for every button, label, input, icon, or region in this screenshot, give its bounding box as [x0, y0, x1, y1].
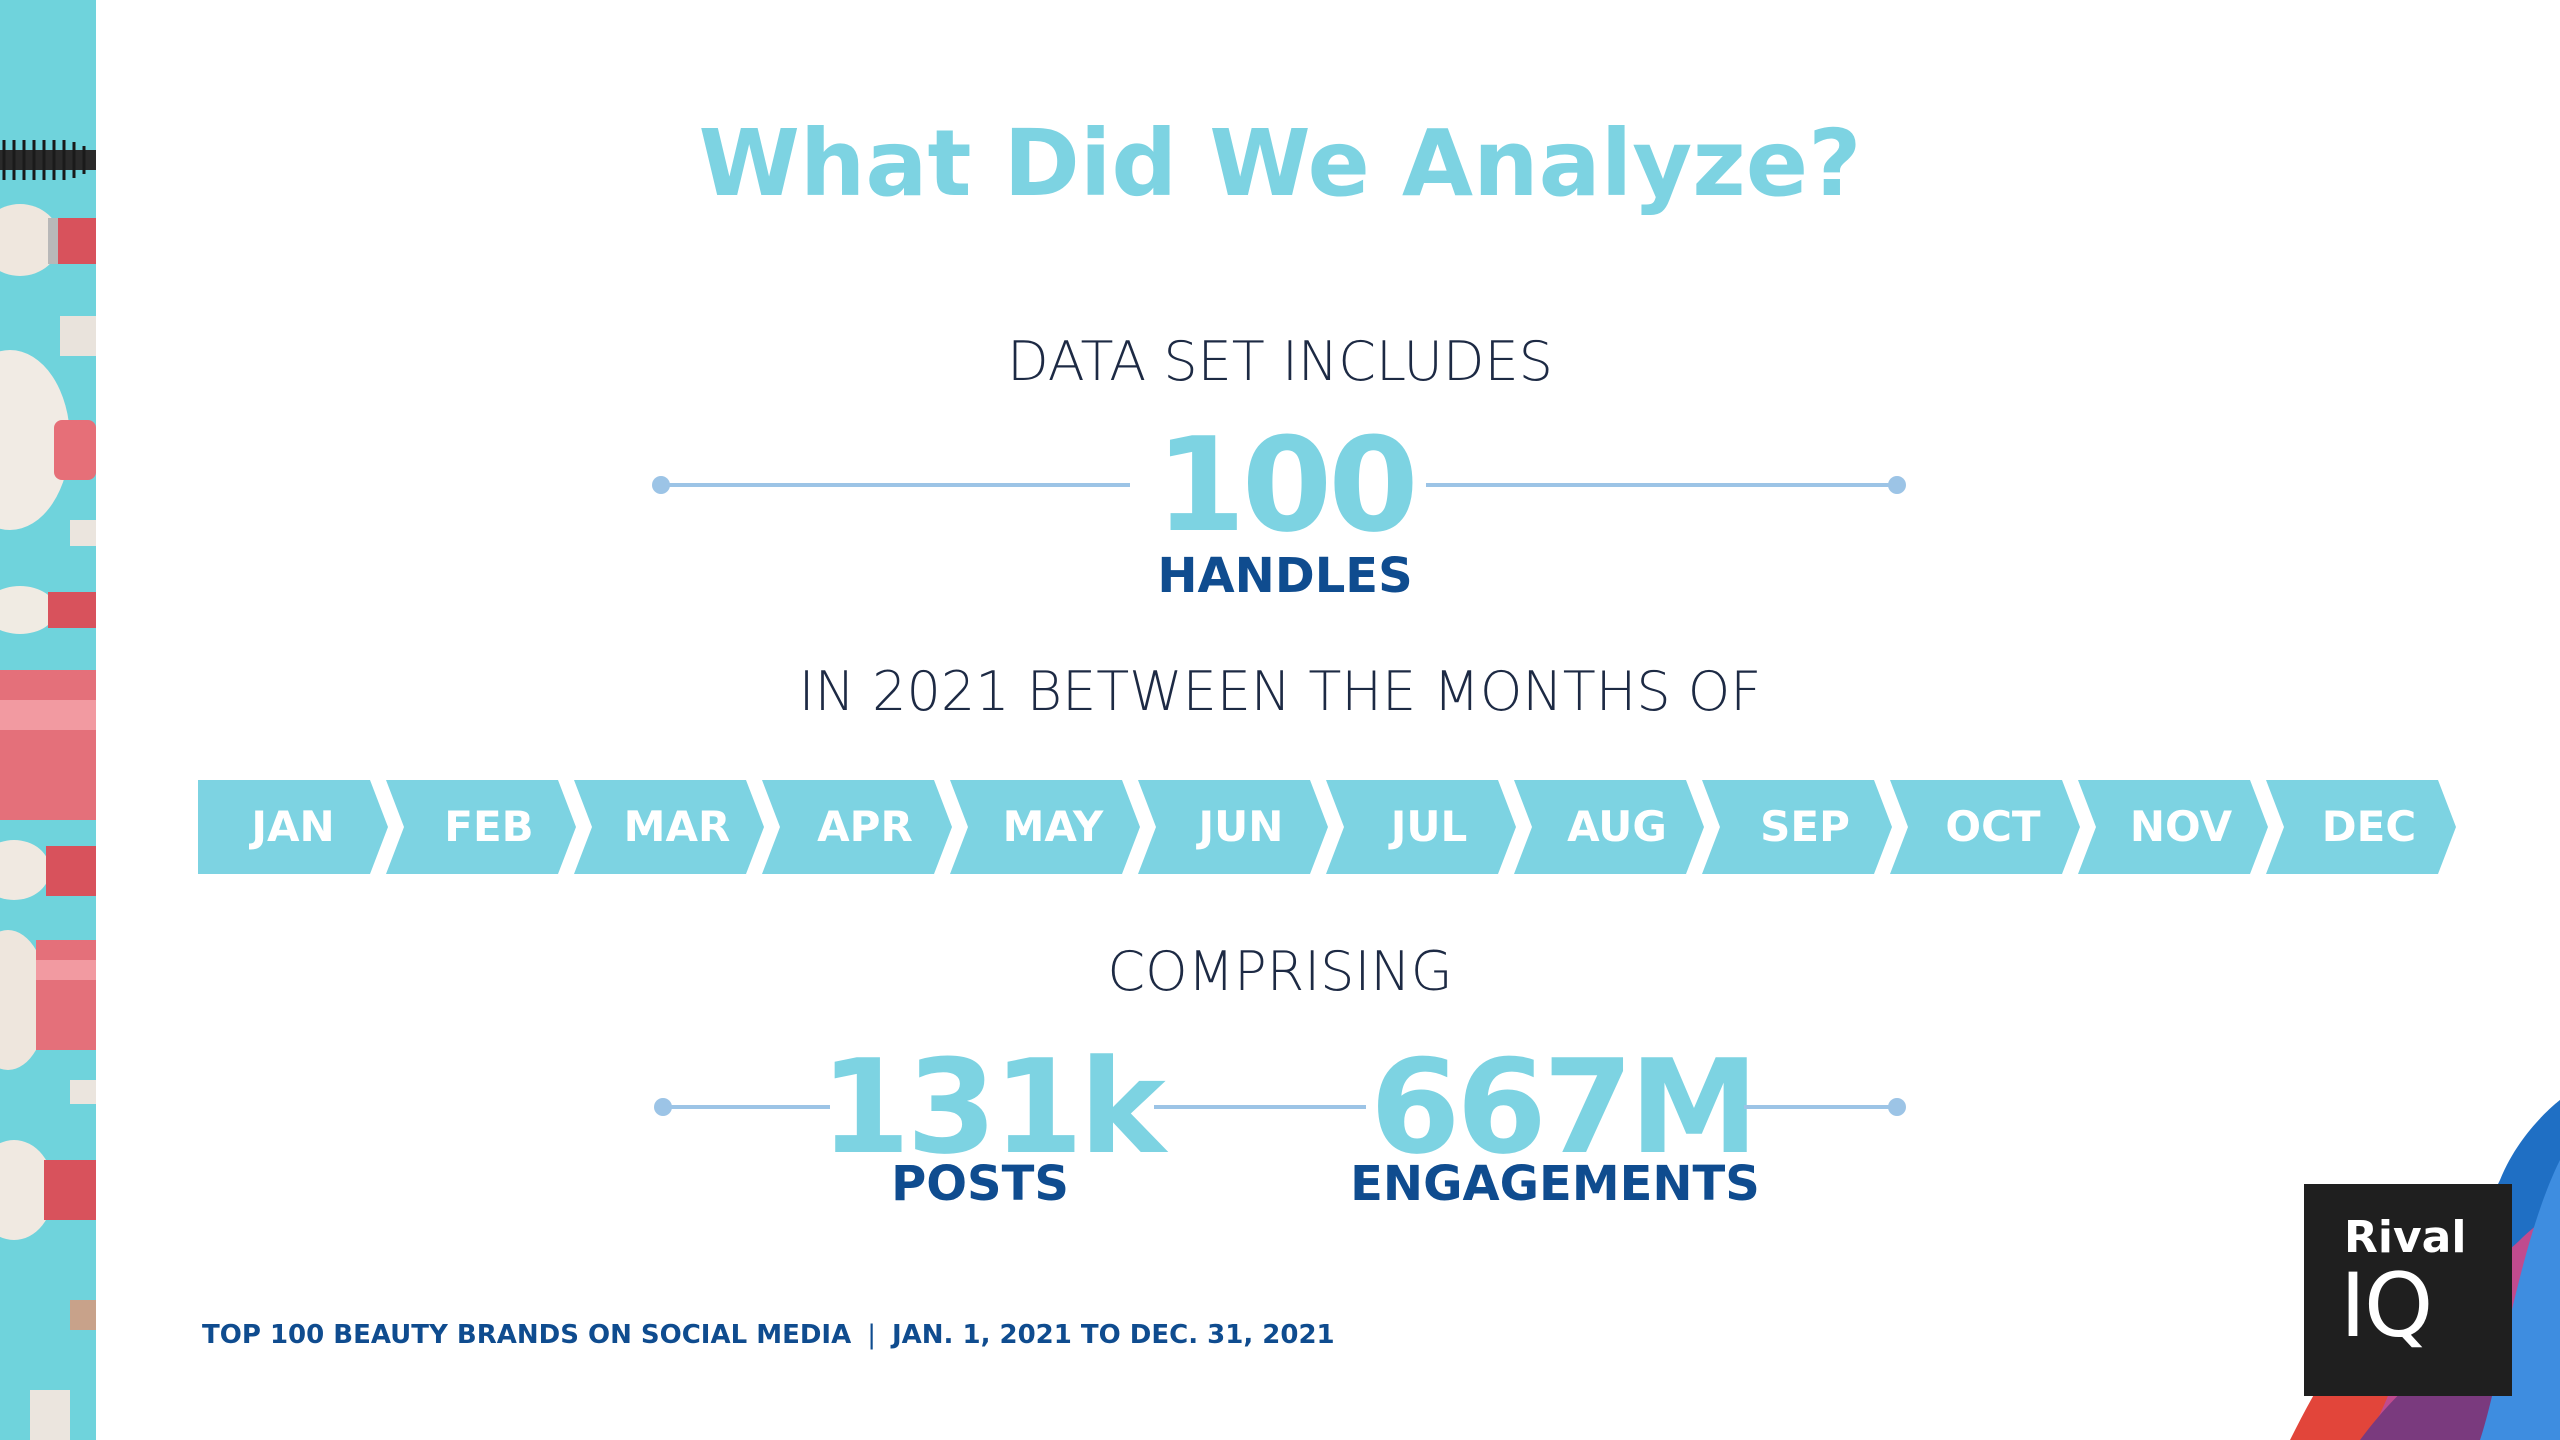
- month-chevron-feb: FEB: [386, 780, 582, 874]
- month-label: DEC: [2321, 802, 2417, 851]
- month-label: JUL: [1390, 802, 1468, 851]
- month-label: APR: [817, 802, 913, 851]
- footer: TOP 100 BEAUTY BRANDS ON SOCIAL MEDIA | JA…: [202, 1320, 1335, 1350]
- rival-iq-logo: Rival IQ: [2304, 1184, 2512, 1396]
- month-chevron-nov: NOV: [2078, 780, 2274, 874]
- month-chevron-oct: OCT: [1890, 780, 2086, 874]
- chevron-shape: [574, 780, 764, 874]
- chevron-shape: [2078, 780, 2268, 874]
- month-chevron-aug: AUG: [1514, 780, 1710, 874]
- engagements-label: ENGAGEMENTS: [1350, 1156, 1760, 1212]
- month-label: OCT: [1945, 802, 2041, 851]
- chevron-shape: [1514, 780, 1704, 874]
- engagements-value: 667M: [1370, 1031, 1759, 1183]
- logo-text-iq: IQ: [2340, 1254, 2433, 1357]
- month-label: MAY: [1002, 802, 1104, 851]
- month-chevron-jun: JUN: [1138, 780, 1334, 874]
- month-label: AUG: [1567, 802, 1667, 851]
- chevron-shape: [762, 780, 952, 874]
- chevron-shape: [1326, 780, 1516, 874]
- months-timeline: JAN FEB MAR APR MAY JUN JUL AUG SEP OCT NOV DEC: [198, 780, 2460, 874]
- footer-dates: JAN. 1, 2021 TO DEC. 31, 2021: [892, 1320, 1335, 1350]
- chevron-shape: [950, 780, 1140, 874]
- month-label: NOV: [2129, 802, 2233, 851]
- month-label: FEB: [444, 802, 534, 851]
- month-chevron-sep: SEP: [1702, 780, 1898, 874]
- posts-label: POSTS: [891, 1156, 1069, 1212]
- handles-label: HANDLES: [1157, 548, 1413, 604]
- chevron-shape: [386, 780, 576, 874]
- connector-line-left: [660, 483, 1130, 487]
- month-chevron-jul: JUL: [1326, 780, 1522, 874]
- month-label: SEP: [1760, 802, 1850, 851]
- chevron-shape: [1138, 780, 1328, 874]
- month-chevron-may: MAY: [950, 780, 1146, 874]
- logo-text-rival: Rival: [2344, 1212, 2467, 1263]
- connector-line-middle: [1154, 1105, 1366, 1109]
- connector-line-right: [1744, 1105, 1896, 1109]
- page-title: What Did We Analyze?: [698, 110, 1862, 217]
- period-label: IN 2021 BETWEEN THE MONTHS OF: [798, 660, 1762, 723]
- month-chevron-mar: MAR: [574, 780, 770, 874]
- handles-value: 100: [1155, 409, 1418, 561]
- chevron-shape: [1702, 780, 1892, 874]
- month-label: JUN: [1198, 802, 1284, 851]
- connector-line-left: [662, 1105, 830, 1109]
- chevron-shape: [1890, 780, 2080, 874]
- month-label: MAR: [623, 802, 731, 851]
- connector-line-right: [1426, 483, 1896, 487]
- month-chevron-apr: APR: [762, 780, 958, 874]
- chevron-shape: [2266, 780, 2456, 874]
- footer-report-title: TOP 100 BEAUTY BRANDS ON SOCIAL MEDIA: [202, 1320, 852, 1350]
- connector-dot-right: [1888, 1098, 1906, 1116]
- comprising-label: COMPRISING: [1107, 940, 1453, 1003]
- data-set-label: DATA SET INCLUDES: [1007, 330, 1553, 393]
- footer-separator: |: [867, 1320, 876, 1350]
- connector-dot-right: [1888, 476, 1906, 494]
- month-chevron-jan: JAN: [198, 780, 394, 874]
- month-chevron-dec: DEC: [2266, 780, 2462, 874]
- month-label: JAN: [251, 802, 335, 851]
- makeup-brushes-image: [0, 0, 96, 1440]
- posts-value: 131k: [820, 1031, 1166, 1183]
- chevron-shape: [198, 780, 388, 874]
